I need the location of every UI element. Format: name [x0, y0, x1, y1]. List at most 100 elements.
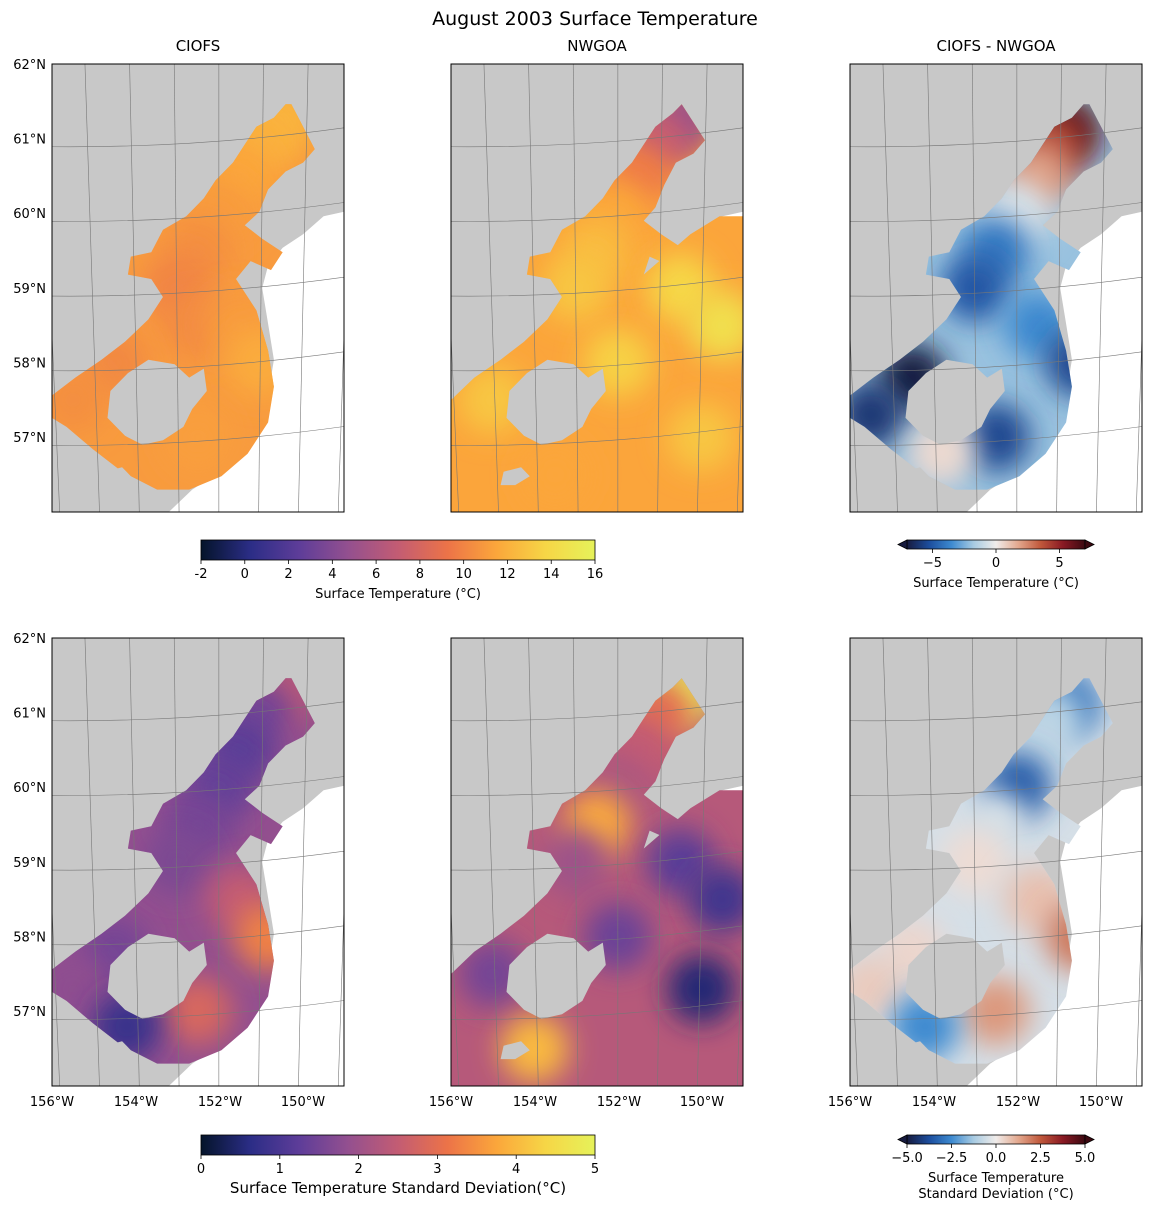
map-frame	[849, 63, 1143, 513]
gridline-parallel	[52, 276, 344, 297]
gridline-meridian	[1056, 64, 1062, 512]
colorbar-label: Surface Temperature (°C)	[315, 587, 481, 602]
island-small	[101, 467, 131, 486]
data-point	[521, 440, 590, 509]
gridline-meridian	[1096, 638, 1107, 1086]
island-kodiak	[905, 359, 1005, 445]
colorbar-4: −5.0 −2.5 0.0 2.5 5.0 Surface TemperatureStan…	[891, 1134, 1096, 1202]
colorbar-gradient	[200, 539, 596, 561]
colorbar-extend-max	[1084, 539, 1095, 550]
gridline-parallel	[52, 426, 344, 446]
lat-tick-label: 62°N	[13, 58, 46, 73]
colorbar-tick-label: 3	[433, 1162, 441, 1177]
gridline-meridian	[378, 631, 398, 1094]
gridline-parallel	[52, 127, 344, 148]
colorbar-tick-label: 8	[416, 567, 424, 582]
lat-tick-label: 58°N	[13, 356, 46, 371]
colorbar-tick-label: −2.5	[936, 1151, 968, 1166]
data-point	[688, 291, 743, 360]
lon-tick-label: 152°W	[597, 1095, 641, 1110]
colorbar-tick-label: 0.0	[986, 1151, 1007, 1166]
gridline-meridian	[697, 64, 708, 512]
map-area	[52, 57, 398, 520]
colorbar-2: −5 0 5 Surface Temperature (°C)	[897, 539, 1095, 591]
colorbar-gradient	[906, 539, 1086, 550]
lat-tick-label: 62°N	[13, 632, 46, 647]
gridline-meridian	[52, 327, 60, 512]
gridline-meridian	[298, 64, 309, 512]
lon-tick-label: 154°W	[513, 1095, 557, 1110]
panel-title: CIOFS	[176, 37, 221, 55]
map-area	[850, 64, 1142, 512]
gridline-meridian	[173, 638, 180, 1086]
lat-tick-label: 59°N	[13, 282, 46, 297]
gridline-meridian	[528, 638, 539, 1086]
colorbar-tick-label: 5.0	[1075, 1151, 1096, 1166]
gridline-parallel	[850, 850, 1142, 871]
data-point	[542, 254, 611, 322]
colorbar-tick-label: 2	[284, 567, 292, 582]
gridline-meridian	[697, 638, 708, 1086]
panel-title: NWGOA	[567, 37, 627, 55]
island-small	[899, 467, 929, 486]
lat-tick-label: 57°N	[13, 1005, 46, 1020]
data-point	[500, 1014, 569, 1083]
gridline-meridian	[1096, 64, 1107, 512]
gridline-parallel	[451, 127, 743, 148]
gridline-meridian	[927, 638, 938, 1086]
colorbar-tick-label: 5	[591, 1162, 599, 1177]
gridline-parallel	[52, 351, 344, 372]
map-area	[451, 638, 743, 1086]
island-kodiak	[506, 359, 606, 445]
colorbar-extend-max	[1084, 1134, 1095, 1145]
data-point	[941, 828, 1010, 896]
lat-tick-label: 59°N	[13, 856, 46, 871]
map-panel-3: CIOFS - NWGOA	[849, 37, 1143, 513]
gridline-meridian	[337, 325, 344, 512]
colorbar-tick-label: 4	[512, 1162, 520, 1177]
data-point	[143, 828, 212, 896]
colorbar-3: 0 1 2 3 4 5 Surface Temperature Standard Devia…	[197, 1134, 599, 1197]
gridline-meridian	[298, 638, 309, 1086]
colorbar-tick-label: 2.5	[1030, 1151, 1051, 1166]
lat-tick-label: 58°N	[13, 930, 46, 945]
gridline-meridian	[129, 64, 140, 512]
gridline-meridian	[528, 64, 539, 512]
gridline-meridian	[736, 325, 743, 512]
colorbar-label: Surface Temperature (°C)	[913, 576, 1079, 591]
island-kodiak	[107, 933, 207, 1019]
gridline-meridian	[777, 57, 797, 520]
gridline-meridian	[258, 64, 264, 512]
island-small	[500, 1041, 530, 1060]
colorbar-tick-label: 5	[1055, 556, 1063, 571]
gridline-meridian	[52, 901, 60, 1086]
gridline-parallel	[451, 701, 743, 722]
gridline-meridian	[657, 64, 663, 512]
colorbar-tick-label: −5	[923, 556, 942, 571]
gridline-meridian	[971, 638, 978, 1086]
gridline-parallel	[52, 1000, 344, 1020]
island-small	[101, 1041, 131, 1060]
map-frame	[450, 63, 744, 513]
island-kodiak	[107, 359, 207, 445]
colorbar-tick-label: 2	[354, 1162, 362, 1177]
map-area	[451, 57, 797, 520]
colorbar-tick-label: 16	[587, 567, 604, 582]
gridline-meridian	[657, 638, 663, 1086]
gridline-parallel	[451, 276, 743, 297]
lon-tick-label: 152°W	[198, 1095, 242, 1110]
gridline-meridian	[451, 327, 459, 512]
gridline-parallel	[850, 776, 1142, 796]
gridline-parallel	[52, 202, 344, 222]
data-point	[667, 403, 736, 472]
colorbar-tick-label: 6	[372, 567, 380, 582]
colorbar-tick-label: 4	[328, 567, 336, 582]
gridline-parallel	[52, 701, 344, 722]
gridline-parallel	[451, 776, 743, 796]
island-kodiak	[506, 933, 606, 1019]
lat-tick-label: 60°N	[13, 781, 46, 796]
gridline-meridian	[378, 57, 398, 520]
gridline-parallel	[850, 925, 1142, 946]
gridline-meridian	[850, 901, 858, 1086]
